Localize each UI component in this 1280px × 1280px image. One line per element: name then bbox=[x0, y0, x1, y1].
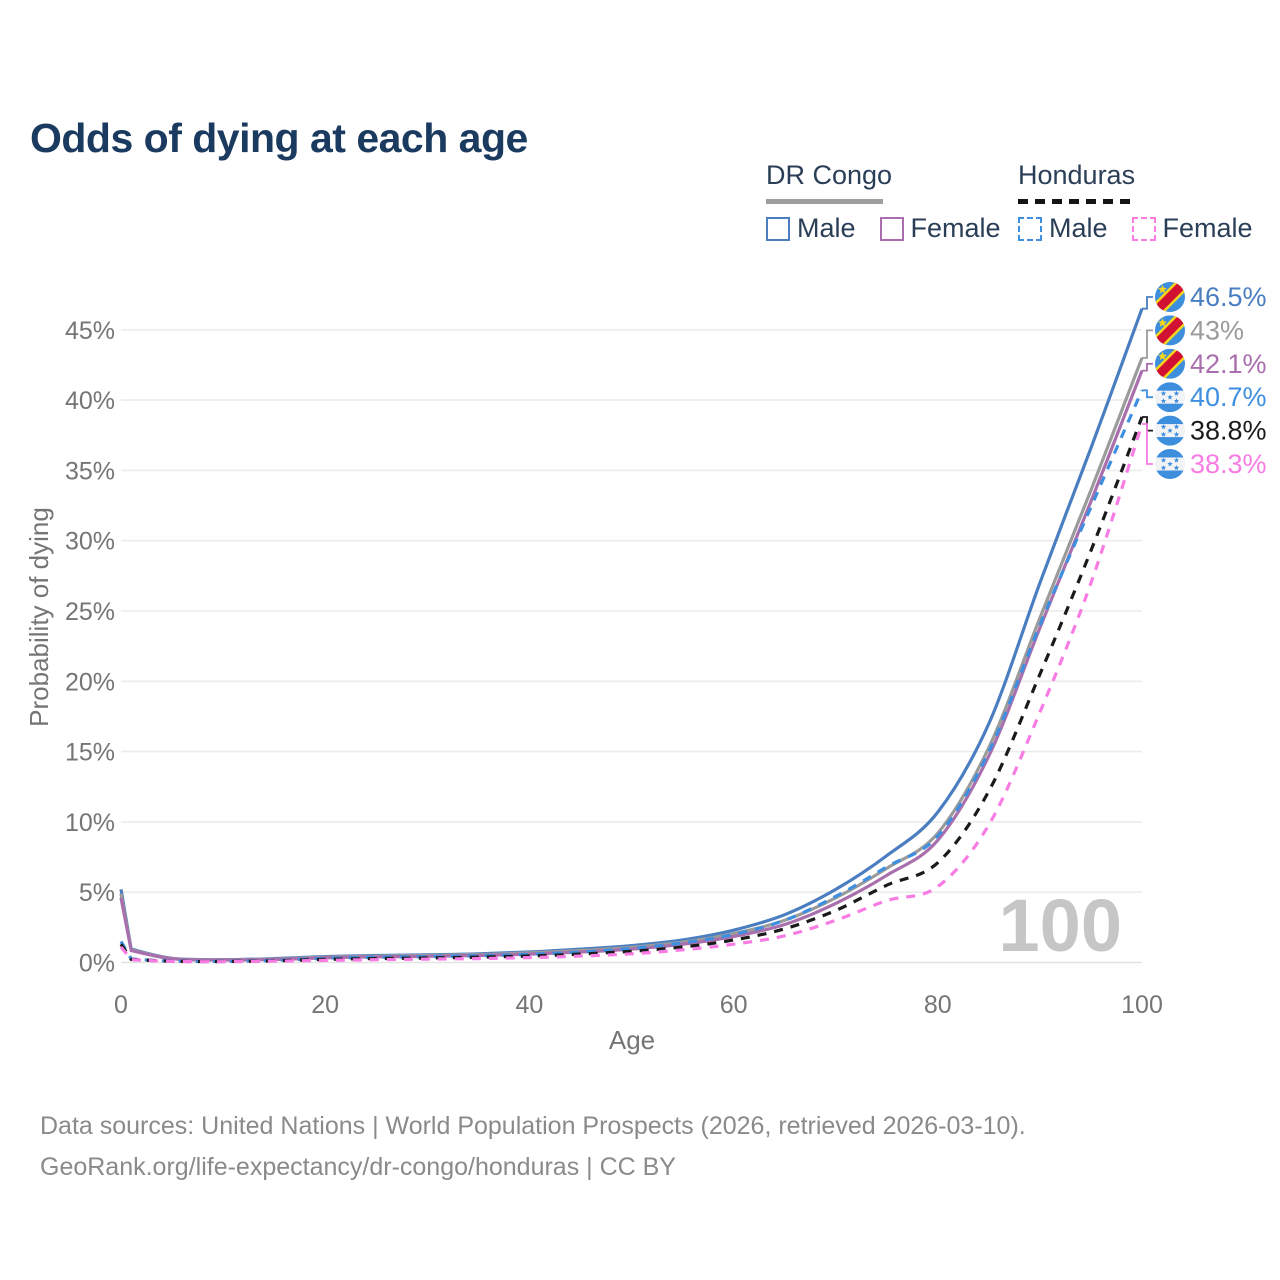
end-value-label-dr-congo-both-sexes: 43% bbox=[1190, 315, 1244, 345]
y-tick-label: 35% bbox=[65, 457, 115, 485]
y-tick-label: 40% bbox=[65, 387, 115, 415]
y-tick-label: 25% bbox=[65, 598, 115, 626]
x-tick-label: 80 bbox=[924, 991, 952, 1019]
honduras-flag-icon bbox=[1155, 415, 1185, 446]
x-axis-tick-labels: 0 20 40 60 80 100 bbox=[114, 991, 1163, 1019]
dr-congo-flag-icon bbox=[1155, 282, 1185, 312]
end-label-connector bbox=[1142, 389, 1153, 399]
honduras-dashed-line-swatch bbox=[1018, 199, 1132, 204]
y-tick-label: 15% bbox=[65, 739, 115, 767]
x-tick-label: 0 bbox=[114, 991, 128, 1019]
y-tick-label: 0% bbox=[79, 950, 115, 978]
flag-star bbox=[1158, 318, 1167, 327]
line-chart: 100 0% 5% 10% 15% 20% 25% 30% 35% 40% 45% 0 20 40 60… bbox=[24, 282, 1267, 1055]
y-axis-tick-labels: 0% 5% 10% 15% 20% 25% 30% 35% 40% 45% bbox=[65, 317, 115, 978]
legend-item-honduras-male[interactable]: Male bbox=[1018, 213, 1108, 244]
flag-star bbox=[1173, 457, 1180, 463]
flag-star bbox=[1160, 465, 1167, 471]
dr-congo-flag-icon bbox=[1155, 315, 1185, 346]
x-axis-title: Age bbox=[609, 1025, 655, 1055]
end-label-connector bbox=[1142, 329, 1153, 359]
attribution-line: GeoRank.org/life-expectancy/dr-congo/hon… bbox=[40, 1153, 676, 1181]
flag-star bbox=[1173, 390, 1180, 396]
legend-title-dr-congo: DR Congo bbox=[766, 160, 893, 190]
end-label-connector bbox=[1142, 423, 1153, 465]
end-value-label-dr-congo-male: 46.5% bbox=[1190, 282, 1267, 312]
flag-star bbox=[1160, 390, 1167, 396]
flag-star bbox=[1167, 461, 1173, 467]
end-value-label-honduras-female: 38.3% bbox=[1190, 449, 1267, 479]
y-tick-label: 30% bbox=[65, 528, 115, 556]
honduras-flag-icon bbox=[1155, 382, 1185, 413]
x-tick-label: 20 bbox=[311, 991, 339, 1019]
hover-age-watermark: 100 bbox=[999, 884, 1122, 967]
legend-title-honduras: Honduras bbox=[1018, 160, 1136, 190]
y-axis-title: Probability of dying bbox=[24, 507, 54, 727]
y-tick-label: 20% bbox=[65, 668, 115, 696]
legend-label-honduras-male: Male bbox=[1049, 213, 1108, 243]
end-label-connector bbox=[1142, 362, 1153, 372]
x-tick-label: 100 bbox=[1121, 991, 1163, 1019]
legend-item-dr-congo-female[interactable]: Female bbox=[879, 213, 1001, 244]
flag-star bbox=[1160, 398, 1167, 404]
flag-star bbox=[1167, 394, 1173, 400]
flag-star bbox=[1173, 431, 1180, 437]
legend-label-dr-congo-male: Male bbox=[797, 213, 856, 243]
legend-group-honduras: Honduras Male Female bbox=[1018, 160, 1253, 244]
checkbox-honduras-female[interactable] bbox=[1131, 216, 1156, 241]
end-label-connector bbox=[1142, 296, 1153, 310]
footer: Data sources: United Nations | World Pop… bbox=[40, 1106, 1026, 1188]
flag-star bbox=[1160, 424, 1167, 430]
end-value-label-honduras-male: 40.7% bbox=[1190, 382, 1267, 412]
series-line-dr-congo-male[interactable] bbox=[119, 308, 1144, 962]
x-tick-label: 40 bbox=[515, 991, 543, 1019]
series-end-labels: 46.5%43% 42.1%40.7% 38.8%38.3% bbox=[1142, 282, 1267, 479]
legend-item-dr-congo-male[interactable]: Male bbox=[766, 213, 856, 244]
flag-star bbox=[1167, 427, 1173, 433]
flag-star bbox=[1158, 284, 1167, 294]
series-line-honduras-female[interactable] bbox=[119, 423, 1144, 964]
honduras-flag-icon bbox=[1155, 449, 1185, 479]
flag-star bbox=[1160, 457, 1167, 463]
flag-star bbox=[1173, 465, 1180, 471]
series-line-dr-congo-female[interactable] bbox=[119, 370, 1144, 962]
series-lines bbox=[119, 308, 1144, 964]
gridlines bbox=[121, 328, 1142, 964]
page-title: Odds of dying at each age bbox=[30, 115, 528, 162]
y-tick-label: 45% bbox=[65, 317, 115, 345]
flag-star bbox=[1173, 424, 1180, 430]
flag-star bbox=[1158, 351, 1167, 360]
checkbox-dr-congo-male[interactable] bbox=[766, 216, 790, 241]
dr-congo-flag-icon bbox=[1155, 348, 1185, 379]
checkbox-honduras-male[interactable] bbox=[1018, 216, 1042, 241]
x-tick-label: 60 bbox=[720, 991, 748, 1019]
series-line-dr-congo-both-sexes[interactable] bbox=[119, 357, 1144, 962]
flag-star bbox=[1173, 398, 1180, 404]
y-tick-label: 5% bbox=[79, 879, 115, 907]
data-sources-line: Data sources: United Nations | World Pop… bbox=[40, 1112, 1026, 1140]
end-value-label-dr-congo-female: 42.1% bbox=[1190, 349, 1267, 379]
y-tick-label: 10% bbox=[65, 809, 115, 837]
checkbox-dr-congo-female[interactable] bbox=[879, 216, 904, 241]
legend-item-honduras-female[interactable]: Female bbox=[1131, 213, 1253, 244]
end-value-label-honduras-both-sexes: 38.8% bbox=[1190, 416, 1267, 446]
series-line-honduras-male[interactable] bbox=[119, 389, 1144, 964]
legend-group-dr-congo: DR Congo Male Female bbox=[766, 160, 1001, 244]
dr-congo-solid-line-swatch bbox=[766, 199, 883, 204]
series-line-honduras-both-sexes[interactable] bbox=[119, 416, 1144, 964]
flag-star bbox=[1160, 431, 1167, 437]
legend-label-honduras-female: Female bbox=[1162, 213, 1253, 243]
legend-label-dr-congo-female: Female bbox=[910, 213, 1001, 243]
